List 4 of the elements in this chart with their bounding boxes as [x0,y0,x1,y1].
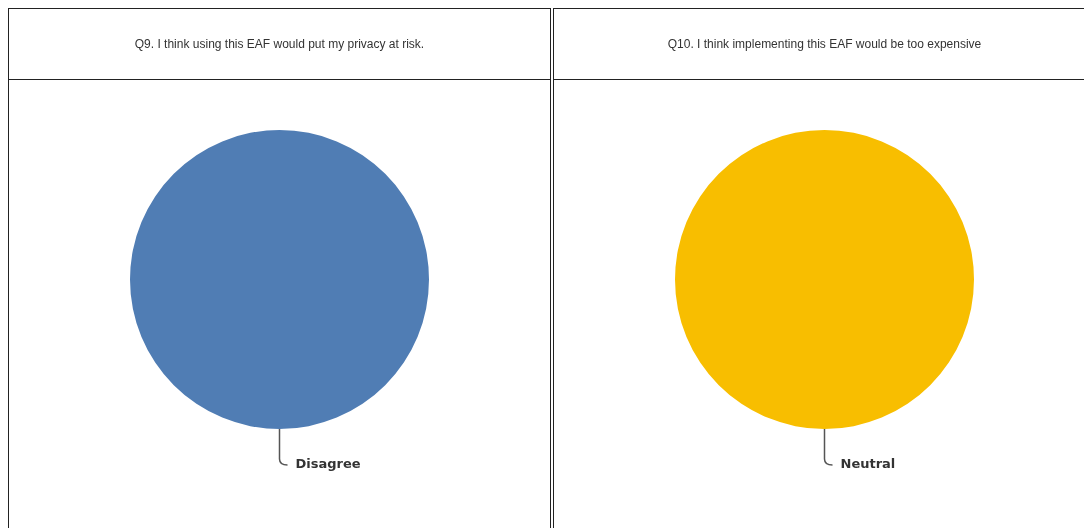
chart-title: Q10. I think implementing this EAF would be too expensive [553,8,1084,80]
chart-title: Q9. I think using this EAF would put my privacy at risk. [8,8,551,80]
slice-label: Neutral [840,456,896,472]
slice-label: Disagree [295,456,361,472]
